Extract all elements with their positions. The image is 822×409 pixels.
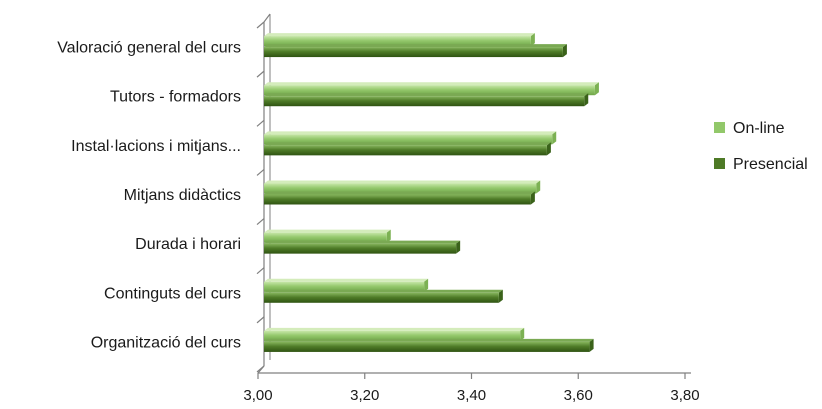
category-label: Mitjans didàctics bbox=[124, 187, 241, 204]
bar-online bbox=[264, 278, 429, 292]
y-tick-mark bbox=[256, 365, 265, 373]
bar-online bbox=[264, 327, 525, 341]
y-ticks bbox=[256, 21, 265, 373]
category-label: Continguts del curs bbox=[104, 285, 241, 302]
legend-swatch-online bbox=[714, 122, 725, 133]
legend: On-line Presencial bbox=[714, 120, 808, 173]
bar-online bbox=[264, 82, 599, 96]
bar-presencial bbox=[264, 338, 594, 352]
category-label: Organització del curs bbox=[91, 334, 241, 351]
y-tick-mark bbox=[256, 21, 265, 29]
x-tick-label: 3,00 bbox=[243, 387, 272, 404]
x-ticks: 3,00 3,20 3,40 3,60 3,80 bbox=[243, 373, 700, 404]
x-tick-label: 3,20 bbox=[350, 387, 379, 404]
bar-presencial bbox=[264, 240, 461, 254]
bar-presencial bbox=[264, 44, 567, 58]
y-tick-mark bbox=[256, 168, 265, 176]
x-tick-label: 3,60 bbox=[564, 387, 593, 404]
legend-label-presencial: Presencial bbox=[733, 156, 808, 173]
category-label: Tutors - formadors bbox=[110, 89, 241, 106]
bar-online bbox=[264, 180, 541, 194]
bar-presencial bbox=[264, 191, 535, 205]
bars bbox=[264, 33, 599, 352]
bar-online bbox=[264, 131, 557, 145]
y-tick-mark bbox=[256, 218, 265, 226]
legend-label-online: On-line bbox=[733, 120, 785, 137]
y-tick-mark bbox=[256, 267, 265, 275]
legend-swatch-presencial bbox=[714, 158, 725, 169]
y-tick-mark bbox=[256, 119, 265, 127]
bar-online bbox=[264, 33, 535, 47]
x-tick-label: 3,40 bbox=[457, 387, 486, 404]
x-tick-label: 3,80 bbox=[670, 387, 699, 404]
y-tick-mark bbox=[256, 70, 265, 78]
bar-online bbox=[264, 229, 391, 243]
category-label: Instal·lacions i mitjans... bbox=[71, 138, 241, 155]
floor-edge bbox=[263, 13, 271, 23]
bar-presencial bbox=[264, 142, 551, 156]
bar-presencial bbox=[264, 93, 589, 107]
category-label: Durada i horari bbox=[135, 236, 241, 253]
category-labels: Valoració general del curs Tutors - forma… bbox=[57, 40, 241, 352]
bar-presencial bbox=[264, 289, 503, 303]
y-tick-mark bbox=[256, 316, 265, 324]
category-label: Valoració general del curs bbox=[57, 40, 241, 57]
